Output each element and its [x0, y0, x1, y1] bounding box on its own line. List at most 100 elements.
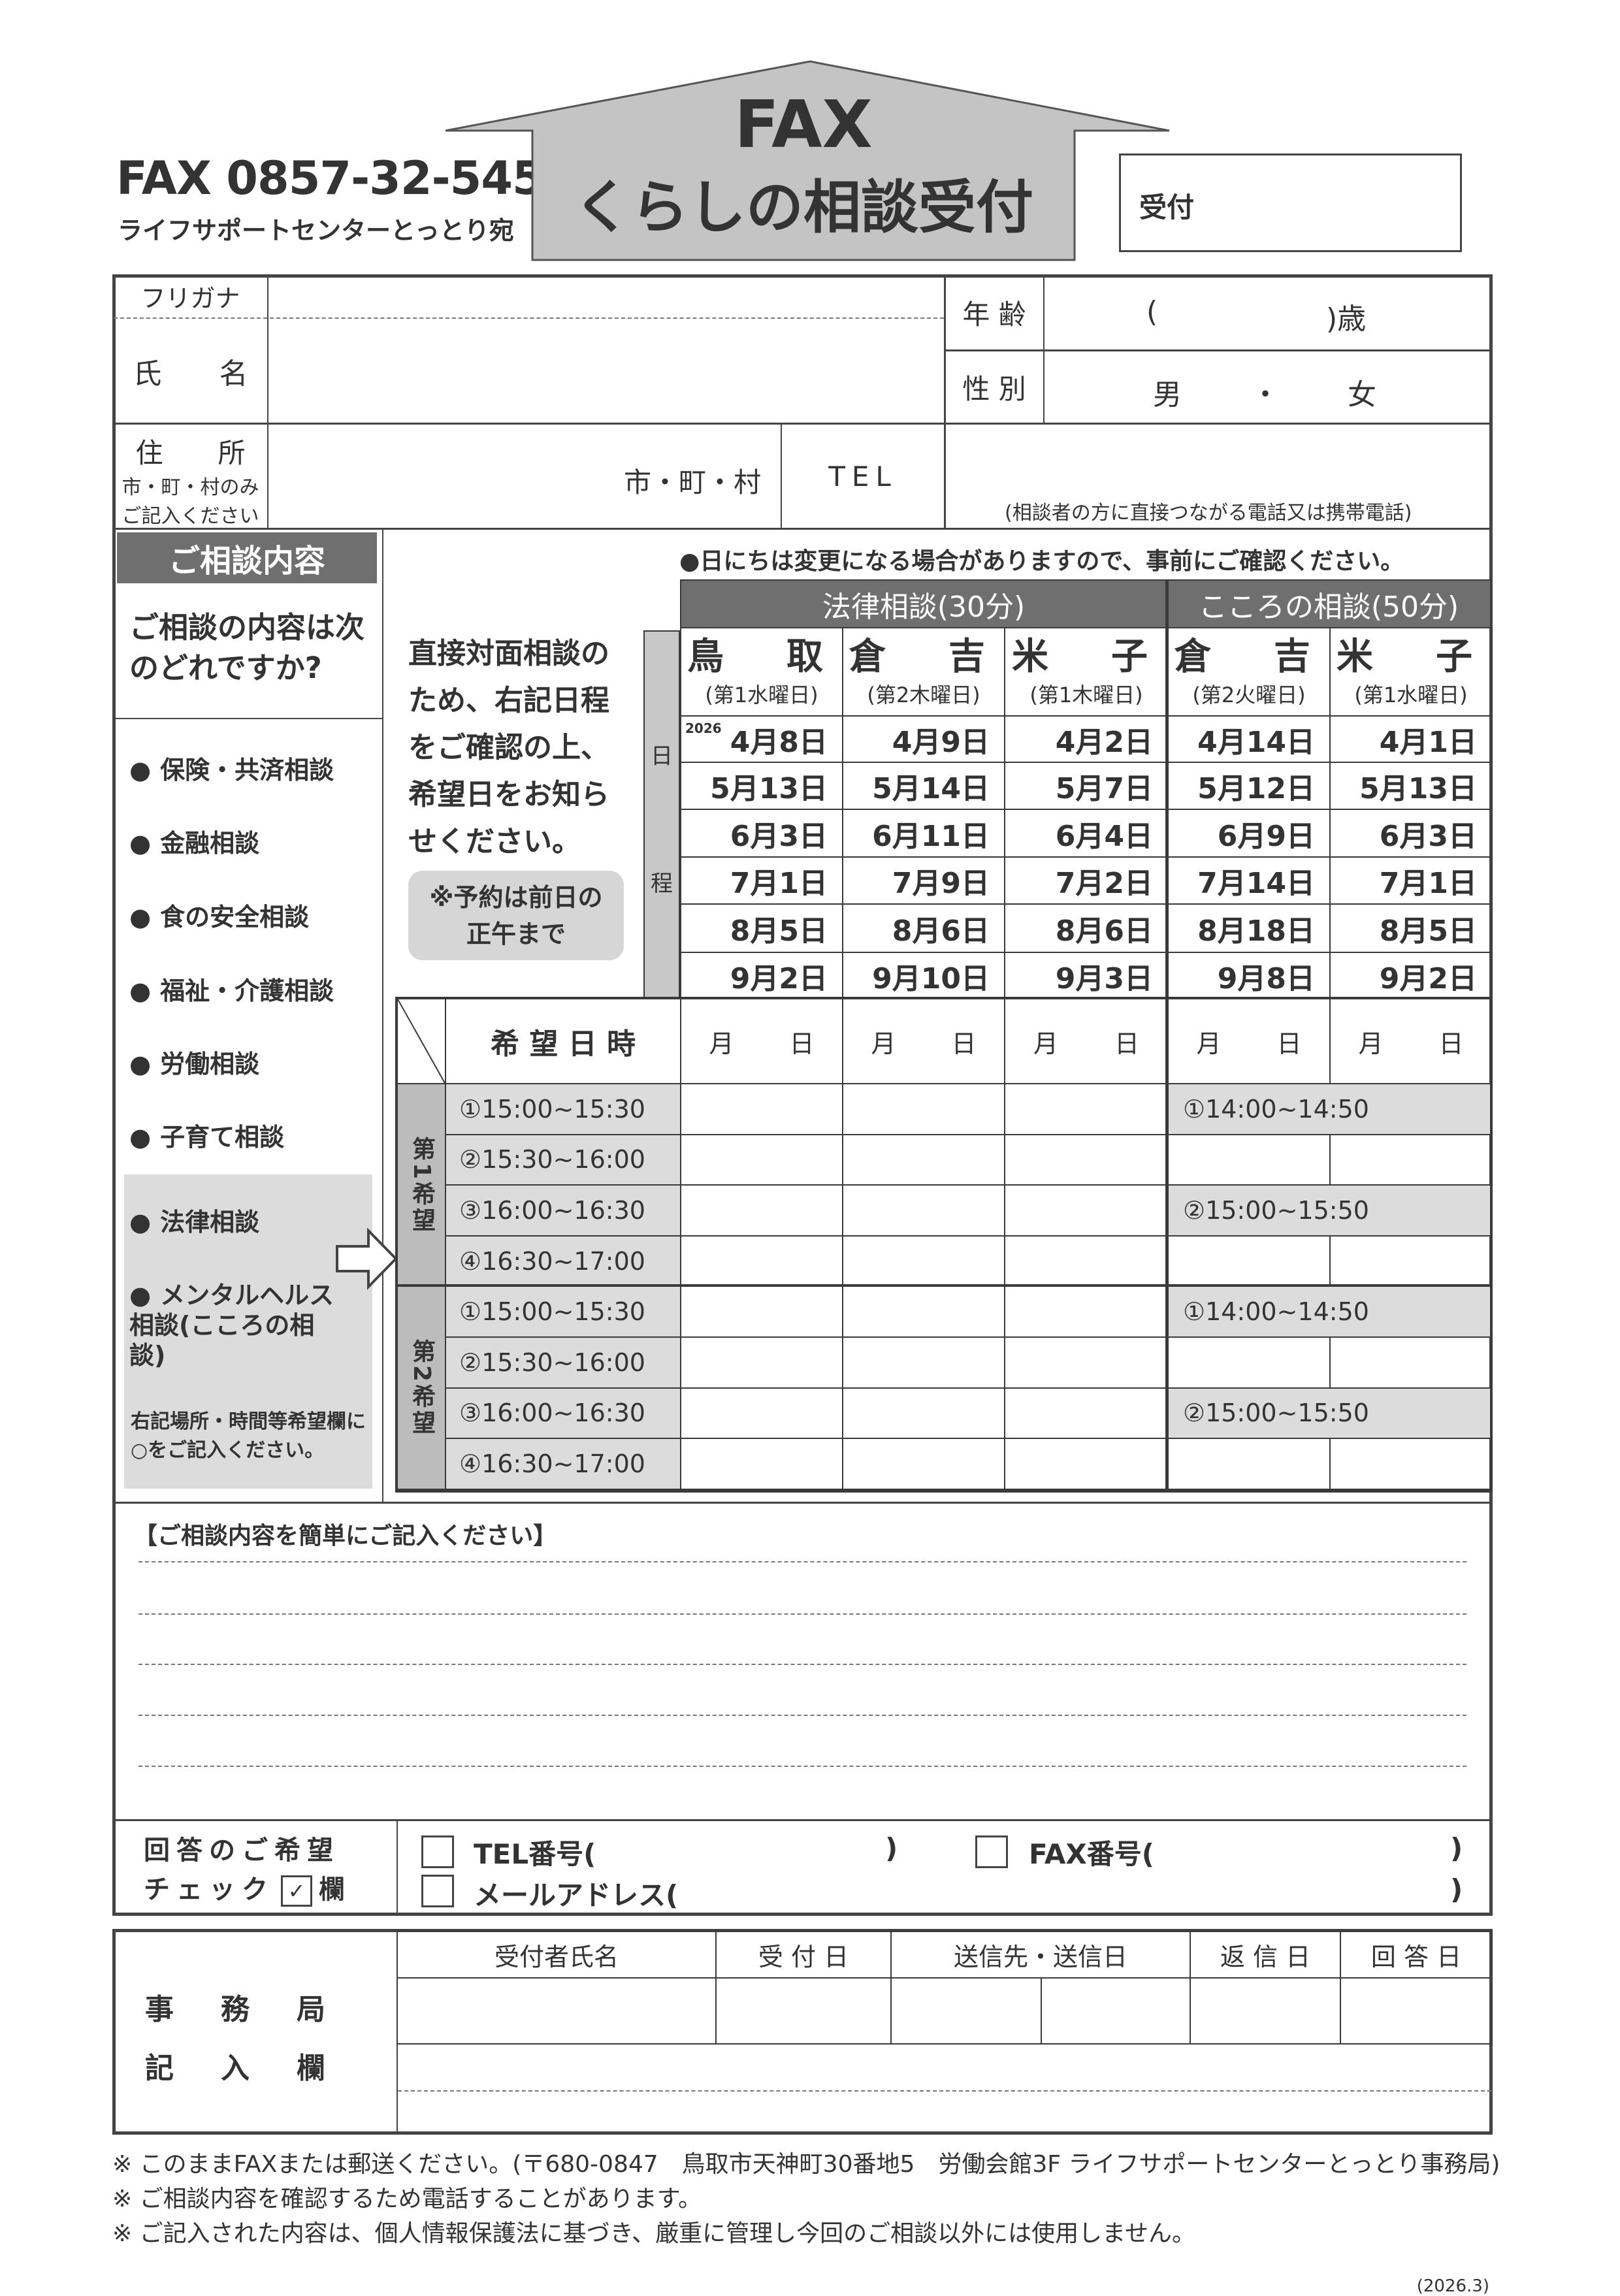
- office-entry-cell[interactable]: [1041, 1977, 1191, 2045]
- office-entry-cell[interactable]: [1190, 1977, 1341, 2045]
- footer-note: ※ このままFAXまたは郵送ください。(〒680-0847 鳥取市天神町30番地…: [112, 2151, 1500, 2178]
- address-input[interactable]: 市・町・村: [268, 425, 781, 528]
- schedule-date-cell: 8月5日: [680, 903, 843, 953]
- category-mental-health[interactable]: メンタルヘルス相談(こころの相談): [129, 1280, 345, 1370]
- details-label: 【ご相談内容を簡単にご記入ください】: [134, 1523, 557, 1549]
- category-insurance[interactable]: 保険・共済相談: [129, 750, 334, 786]
- time-slot-label: ②15:30~16:00: [445, 1133, 681, 1186]
- reception-stamp-box: 受付: [1119, 154, 1462, 252]
- furigana-input[interactable]: [268, 276, 943, 316]
- time-slot-label: ③16:00~16:30: [445, 1387, 681, 1440]
- office-entry-cell[interactable]: [1340, 1977, 1493, 2045]
- writing-line: [138, 1561, 1466, 1562]
- schedule-date-cell: 4月9日: [842, 715, 1005, 763]
- office-entry-cell[interactable]: [890, 1977, 1042, 2045]
- schedule-date-cell: 8月6日: [842, 903, 1005, 953]
- gender-label: 性 別: [962, 372, 1026, 405]
- tel-input[interactable]: (相談者の方に直接つながる電話又は携帯電話): [946, 425, 1489, 528]
- checkmark-icon: ✓: [281, 1875, 312, 1907]
- reply-fax-input[interactable]: [1176, 1832, 1450, 1868]
- category-food-safety[interactable]: 食の安全相談: [129, 897, 309, 933]
- diagonal-line: [398, 999, 445, 1083]
- category-legal[interactable]: 法律相談: [129, 1202, 259, 1238]
- category-childcare[interactable]: 子育て相談: [129, 1117, 284, 1153]
- category-finance[interactable]: 金融相談: [129, 823, 259, 859]
- instruction-text: 直接対面相談のため、右記日程をご確認の上、希望日をお知らせください。: [408, 637, 609, 858]
- category-labor[interactable]: 労働相談: [129, 1044, 259, 1080]
- schedule-date-cell: 8月6日: [1004, 903, 1169, 953]
- fax-number: FAX 0857-32-5454: [116, 152, 575, 205]
- office-label: 事 務 局: [145, 1993, 334, 2026]
- schedule-label-bottom: 程: [651, 871, 673, 897]
- category-welfare[interactable]: 福祉・介護相談: [129, 971, 334, 1007]
- reception-label: 受付: [1139, 191, 1195, 223]
- reply-tel-input[interactable]: [601, 1832, 895, 1868]
- reply-fax-checkbox[interactable]: [975, 1835, 1008, 1868]
- edition: (2026.3): [1416, 2276, 1489, 2296]
- reply-tel-close: ): [885, 1832, 898, 1864]
- writing-line: [138, 1715, 1466, 1716]
- schedule-date-cell: 5月12日: [1167, 762, 1331, 810]
- furigana-divider: [114, 317, 944, 319]
- office-notes-input[interactable]: [398, 2045, 1491, 2132]
- reservation-note: ※予約は前日の正午まで: [408, 871, 624, 960]
- schedule-date-cell: 6月4日: [1004, 809, 1169, 858]
- schedule-date-cell: 7月2日: [1004, 856, 1169, 905]
- gender-male-option[interactable]: 男: [1153, 378, 1182, 412]
- schedule-date-cell: 8月18日: [1167, 903, 1331, 953]
- page-title: くらしの相談受付: [573, 173, 1033, 241]
- location-day: (第1木曜日): [1029, 682, 1143, 707]
- details-textarea[interactable]: [138, 1548, 1466, 1809]
- schedule-date-cell: 7月14日: [1167, 856, 1331, 905]
- schedule-date-cell: 4月1日: [1329, 715, 1493, 763]
- schedule-date-cell: 7月1日: [680, 856, 843, 905]
- age-input[interactable]: ( )歳: [1045, 276, 1489, 349]
- reply-email-label: メールアドレス(: [474, 1879, 679, 1911]
- gender-female-option[interactable]: 女: [1348, 378, 1376, 412]
- reply-fax-close: ): [1450, 1832, 1463, 1864]
- divider: [114, 718, 382, 719]
- schedule-label-top: 日: [651, 743, 673, 769]
- schedule-notice: ●日にちは変更になる場合がありますので、事前にご確認ください。: [679, 548, 1404, 575]
- address-note: 市・町・村のみ: [122, 476, 259, 499]
- location-city: 米 子: [1336, 635, 1485, 678]
- day-label: 日: [1114, 1029, 1139, 1058]
- address-label: 住 所: [135, 437, 246, 469]
- reply-tel-checkbox[interactable]: [421, 1835, 454, 1868]
- gender-selector[interactable]: 男 ・ 女: [1045, 351, 1489, 422]
- month-label: 月: [1033, 1029, 1058, 1058]
- schedule-date-cell: 2026: [680, 715, 843, 763]
- reply-email-close: ): [1450, 1873, 1463, 1905]
- location-day: (第2火曜日): [1192, 682, 1306, 707]
- office-entry-cell[interactable]: [397, 1977, 717, 2045]
- footer-note: ※ ご記入された内容は、個人情報保護法に基づき、厳重に管理し今回のご相談以外には…: [112, 2220, 1196, 2247]
- section-title-consult: ご相談内容: [117, 532, 377, 583]
- reply-email-checkbox[interactable]: [421, 1875, 454, 1907]
- writing-line: [138, 1766, 1466, 1767]
- location-header: 米 子 (第1木曜日): [1004, 627, 1169, 717]
- age-unit: )歳: [1326, 302, 1367, 336]
- schedule-date-cell: 8月5日: [1329, 903, 1493, 953]
- location-header: 倉 吉 (第2火曜日): [1167, 627, 1331, 717]
- office-entry-cell[interactable]: [715, 1977, 892, 2045]
- schedule-date-cell: 6月3日: [1329, 809, 1493, 858]
- schedule-date-cell: 6月9日: [1167, 809, 1331, 858]
- divider: [114, 423, 1491, 425]
- age-open-paren: (: [1146, 295, 1158, 329]
- reply-email-input[interactable]: [686, 1873, 1444, 1909]
- location-city: 鳥 取: [687, 635, 836, 678]
- schedule-date-cell: 5月14日: [842, 762, 1005, 810]
- location-city: 倉 吉: [1174, 635, 1323, 678]
- name-input[interactable]: [268, 320, 943, 422]
- divider: [382, 528, 383, 1503]
- office-label: 記 入 欄: [145, 2052, 334, 2085]
- gender-separator: ・: [1251, 378, 1280, 412]
- reply-label-text: チェック: [144, 1875, 274, 1905]
- mental-time-slot[interactable]: ②15:00~15:50: [1167, 1387, 1493, 1440]
- furigana-label: フリガナ: [140, 283, 240, 313]
- group-divider: [1165, 579, 1169, 1489]
- schedule-date-cell: 9月3日: [1004, 952, 1169, 999]
- month-label: 月: [1196, 1029, 1222, 1058]
- recipient: ライフサポートセンターとっとり宛: [118, 216, 514, 245]
- reply-tel-label: TEL番号(: [474, 1838, 596, 1870]
